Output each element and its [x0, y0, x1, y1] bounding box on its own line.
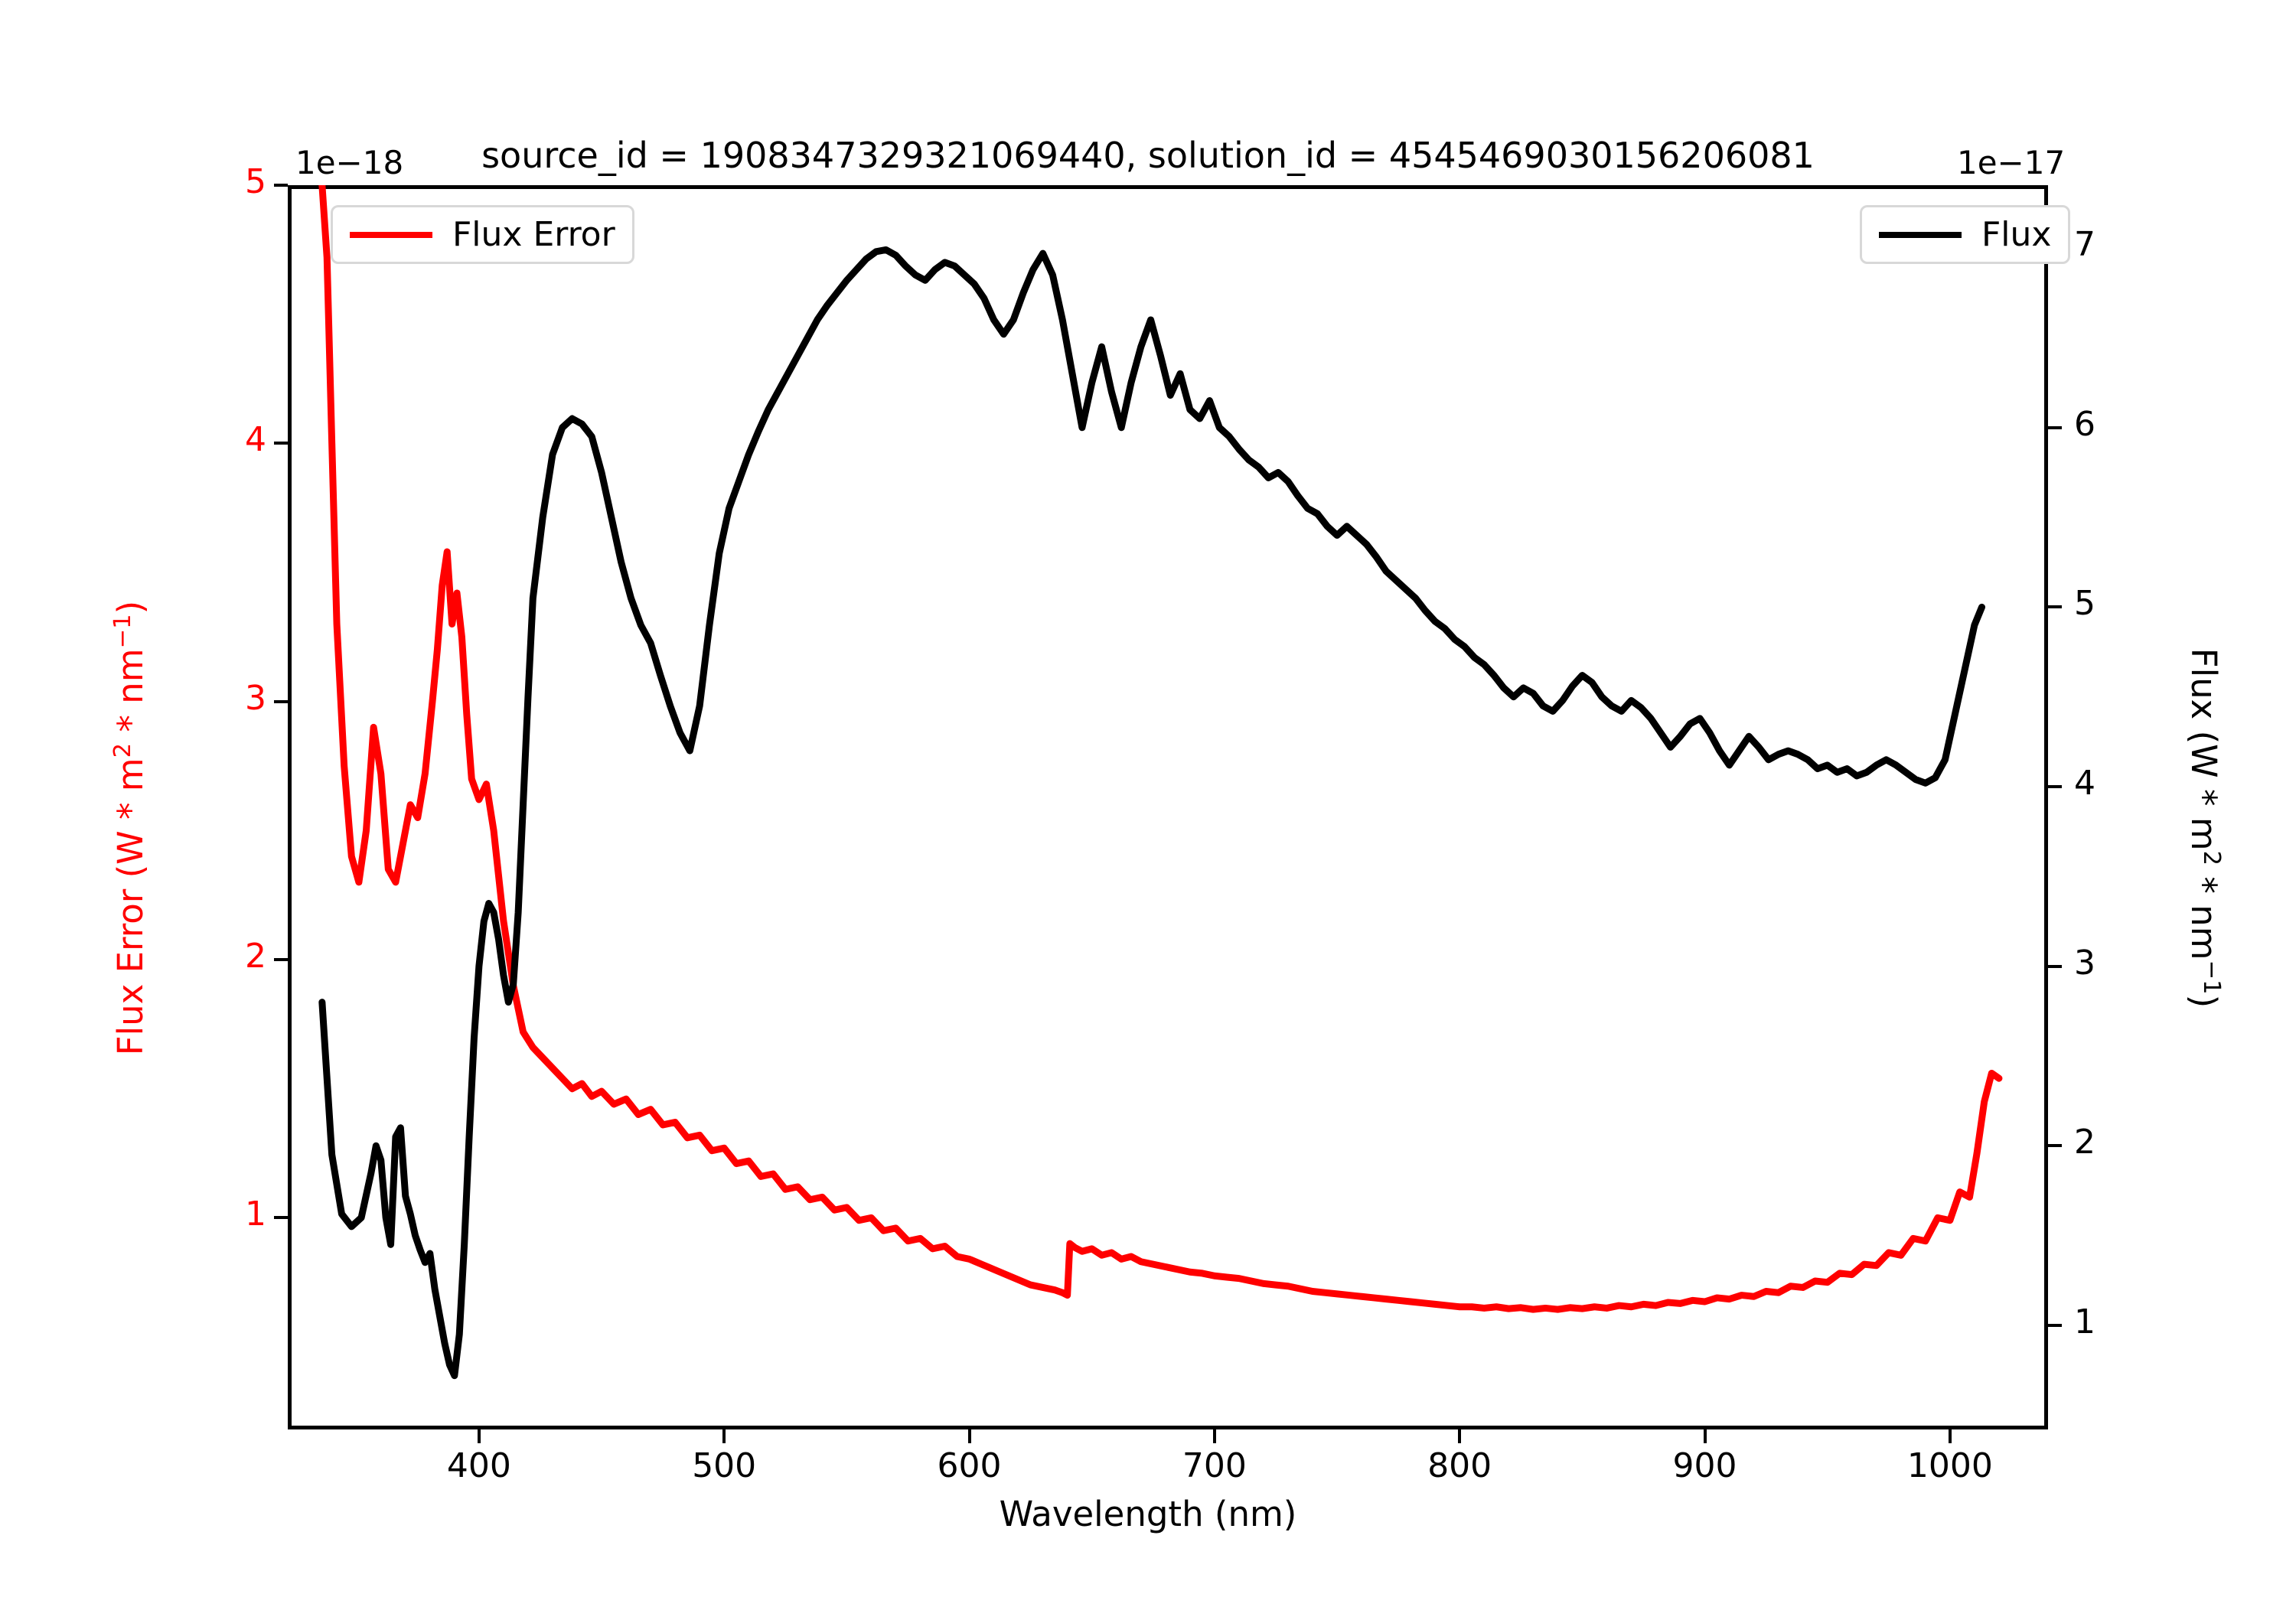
right-tick-mark-6: [2048, 425, 2062, 429]
left-tick-label-2: 2: [245, 937, 266, 976]
left-axis-label-sup1: 2: [109, 742, 136, 758]
right-axis-label-sup1: 2: [2198, 850, 2225, 866]
legend-flux[interactable]: Flux: [1860, 205, 2071, 264]
right-tick-mark-2: [2048, 1144, 2062, 1148]
left-tick-mark-4: [274, 442, 288, 445]
right-tick-mark-1: [2048, 1323, 2062, 1327]
left-tick-mark-1: [274, 1216, 288, 1220]
x-tick-label-1000: 1000: [1906, 1446, 1993, 1485]
left-tick-label-4: 4: [245, 420, 266, 460]
right-axis-label-tail: ): [2183, 994, 2224, 1009]
x-tick-label-400: 400: [446, 1446, 511, 1485]
right-tick-mark-3: [2048, 964, 2062, 968]
plot-area: [318, 185, 2003, 1380]
x-tick-mark-1000: [1948, 1429, 1952, 1443]
right-tick-label-1: 1: [2074, 1302, 2095, 1341]
x-axis-label: Wavelength (nm): [999, 1494, 1297, 1534]
left-tick-label-5: 5: [245, 162, 266, 201]
right-axis-exponent: 1e−17: [1957, 144, 2066, 181]
x-tick-label-500: 500: [692, 1446, 757, 1485]
left-axis-label: Flux Error (W * m2 * nm−1): [109, 292, 151, 1364]
flux-error-legend-swatch: [350, 231, 432, 238]
right-tick-mark-4: [2048, 785, 2062, 789]
left-tick-mark-3: [274, 699, 288, 703]
flux-error-line: [318, 185, 2003, 1313]
x-tick-mark-500: [722, 1429, 726, 1443]
flux-line: [318, 246, 1986, 1380]
x-tick-label-600: 600: [937, 1446, 1002, 1485]
left-axis-label-mid: * nm: [110, 648, 151, 743]
left-axis-label-sup2: −1: [109, 614, 136, 649]
flux-legend-swatch: [1879, 231, 1962, 238]
left-axis-exponent: 1e−18: [295, 144, 404, 181]
page-title: source_id = 1908347329321069440, solutio…: [481, 135, 1815, 176]
x-tick-mark-800: [1458, 1429, 1462, 1443]
left-tick-mark-5: [274, 184, 288, 187]
left-tick-mark-2: [274, 958, 288, 962]
right-tick-label-6: 6: [2074, 404, 2095, 444]
flux-legend-label: Flux: [1981, 215, 2052, 254]
left-axis-label-text: Flux Error (W * m: [110, 758, 151, 1056]
left-tick-label-3: 3: [245, 678, 266, 718]
left-axis-label-tail: ): [110, 600, 151, 614]
axes-frame: [288, 185, 2048, 1429]
right-tick-label-7: 7: [2074, 225, 2095, 265]
x-tick-label-800: 800: [1427, 1446, 1492, 1485]
right-axis-label-text: Flux (W * m: [2183, 647, 2224, 851]
right-axis-label-mid: * nm: [2183, 865, 2224, 960]
flux-error-legend-label: Flux Error: [452, 215, 615, 254]
right-tick-label-4: 4: [2074, 764, 2095, 804]
right-tick-label-5: 5: [2074, 584, 2095, 624]
x-tick-label-900: 900: [1672, 1446, 1737, 1485]
x-tick-mark-400: [477, 1429, 481, 1443]
x-tick-mark-900: [1703, 1429, 1707, 1443]
right-axis-label: Flux (W * m2 * nm−1): [2183, 292, 2225, 1364]
left-tick-label-1: 1: [245, 1195, 266, 1234]
right-tick-label-2: 2: [2074, 1123, 2095, 1162]
x-tick-label-700: 700: [1182, 1446, 1247, 1485]
x-tick-mark-600: [967, 1429, 971, 1443]
x-tick-mark-700: [1212, 1429, 1216, 1443]
legend-flux-error[interactable]: Flux Error: [331, 205, 634, 264]
right-tick-label-3: 3: [2074, 943, 2095, 983]
right-axis-label-sup2: −1: [2198, 960, 2225, 995]
right-tick-mark-5: [2048, 605, 2062, 609]
